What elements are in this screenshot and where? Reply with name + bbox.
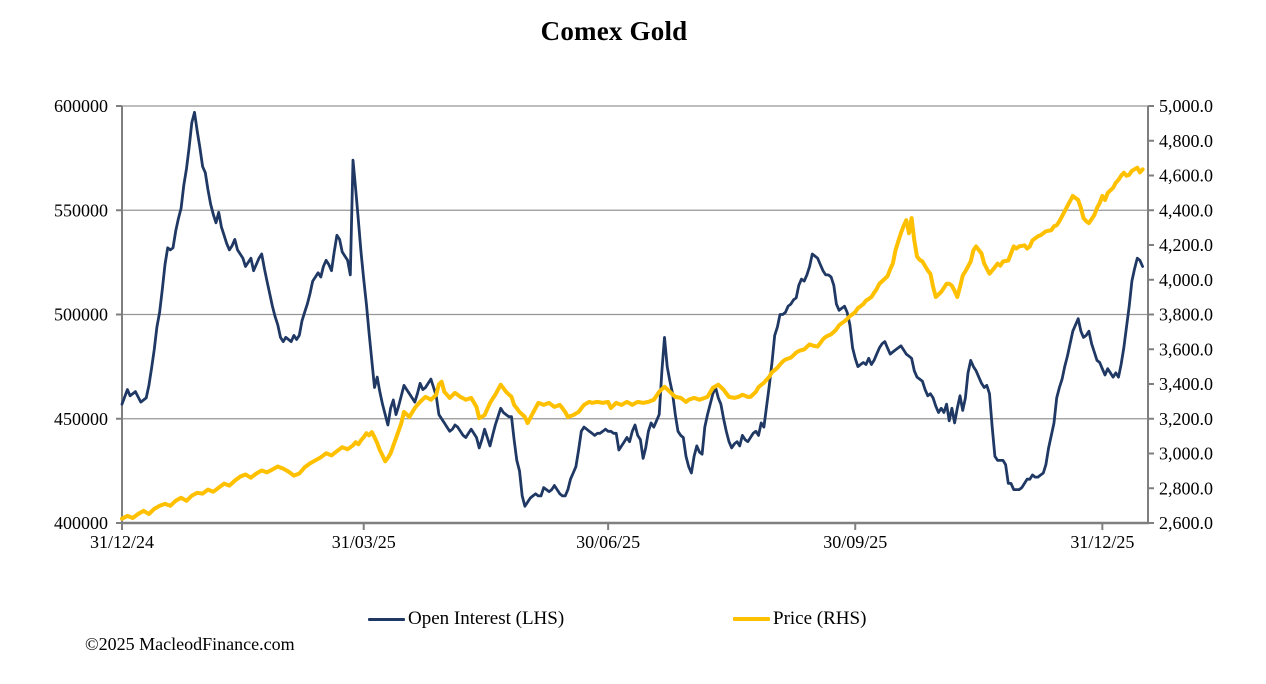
left-axis-tick-label: 400000 <box>54 513 108 533</box>
right-axis-tick-label: 3,800.0 <box>1159 305 1213 325</box>
open-interest-line <box>120 110 1144 508</box>
right-axis-tick-label: 3,600.0 <box>1159 339 1213 359</box>
x-axis-tick-label: 31/12/25 <box>1070 532 1134 552</box>
legend-item-open-interest: Open Interest (LHS) <box>368 606 564 632</box>
right-axis-tick-label: 2,600.0 <box>1159 513 1213 533</box>
legend-item-price: Price (RHS) <box>733 606 866 632</box>
x-axis-tick-label: 30/06/25 <box>576 532 640 552</box>
right-axis-tick-label: 2,800.0 <box>1159 478 1213 498</box>
left-axis-tick-label: 600000 <box>54 96 108 116</box>
right-axis-tick-label: 4,800.0 <box>1159 131 1213 151</box>
left-axis-tick-label: 550000 <box>54 200 108 220</box>
price-legend-line-icon <box>733 617 770 621</box>
right-axis-tick-label: 4,000.0 <box>1159 270 1213 290</box>
legend-label-price: Price (RHS) <box>773 608 867 629</box>
legend-label-open-interest: Open Interest (LHS) <box>408 608 565 629</box>
right-axis-tick-label: 4,400.0 <box>1159 200 1213 220</box>
open-interest-legend-line-icon <box>368 617 405 621</box>
right-axis-tick-label: 5,000.0 <box>1159 96 1213 116</box>
price-line <box>120 165 1145 521</box>
chart-title: Comex Gold <box>540 16 688 46</box>
copyright-text: ©2025 MacleodFinance.com <box>85 634 295 654</box>
x-axis-tick-label: 31/12/24 <box>90 532 154 552</box>
right-axis-tick-label: 3,400.0 <box>1159 374 1213 394</box>
right-axis-tick-label: 3,000.0 <box>1159 444 1213 464</box>
right-axis-tick-label: 4,200.0 <box>1159 235 1213 255</box>
legend: Open Interest (LHS) Price (RHS) <box>0 606 1266 632</box>
x-axis-tick-label: 30/09/25 <box>823 532 887 552</box>
left-axis-tick-label: 500000 <box>54 305 108 325</box>
right-axis-tick-label: 4,600.0 <box>1159 166 1213 186</box>
left-axis-tick-label: 450000 <box>54 409 108 429</box>
x-axis-tick-label: 31/03/25 <box>332 532 396 552</box>
right-axis-tick-label: 3,200.0 <box>1159 409 1213 429</box>
